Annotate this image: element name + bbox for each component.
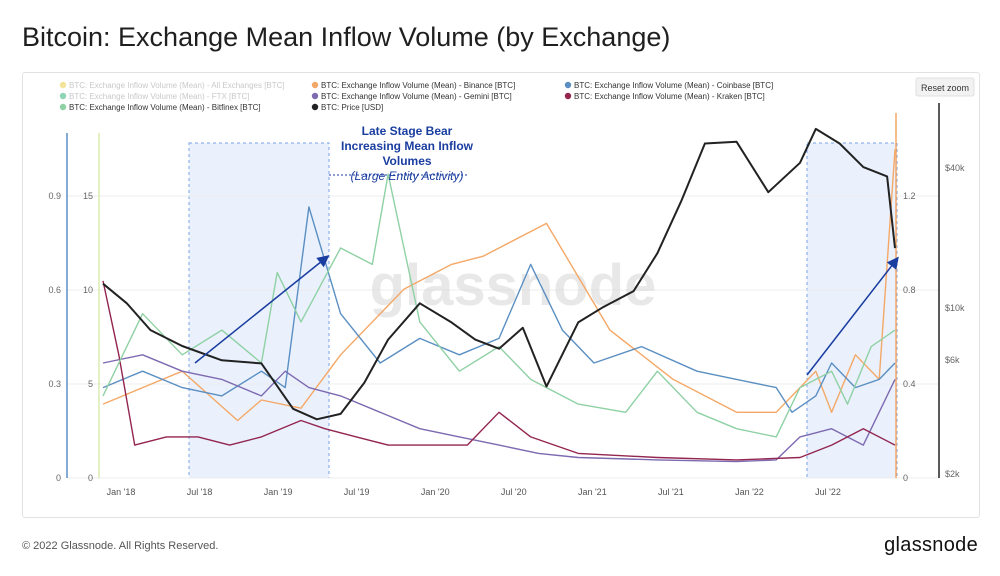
y-tick-label: 5 bbox=[88, 379, 93, 389]
x-tick-label: Jan '21 bbox=[578, 487, 607, 497]
x-tick-label: Jan '19 bbox=[264, 487, 293, 497]
y-tick-label: 0.8 bbox=[903, 285, 916, 295]
series-line bbox=[102, 354, 896, 463]
y-tick-label: 0 bbox=[903, 473, 908, 483]
legend-item[interactable]: BTC: Exchange Inflow Volume (Mean) - All… bbox=[59, 81, 285, 90]
x-tick-label: Jan '18 bbox=[107, 487, 136, 497]
legend-label: BTC: Exchange Inflow Volume (Mean) - Coi… bbox=[574, 81, 773, 90]
legend-swatch bbox=[564, 81, 572, 89]
legend-swatch bbox=[59, 81, 67, 89]
legend-item[interactable]: BTC: Exchange Inflow Volume (Mean) - Bin… bbox=[311, 81, 516, 90]
y-tick-label: 0.9 bbox=[48, 191, 61, 201]
legend-swatch bbox=[564, 92, 572, 100]
chart-svg: glassnode Jan '18 Jul '18 Jan '19 Jul '19 Ja… bbox=[48, 77, 975, 497]
price-tick-label: $6k bbox=[945, 355, 960, 365]
legend-label: BTC: Exchange Inflow Volume (Mean) - Bin… bbox=[321, 81, 515, 90]
x-tick-label: Jul '18 bbox=[187, 487, 213, 497]
legend-label: BTC: Exchange Inflow Volume (Mean) - Gem… bbox=[321, 92, 512, 101]
legend-label: BTC: Exchange Inflow Volume (Mean) - Kra… bbox=[574, 92, 765, 101]
x-tick-label: Jul '20 bbox=[501, 487, 527, 497]
y-tick-label: 0 bbox=[56, 473, 61, 483]
legend: BTC: Exchange Inflow Volume (Mean) - All… bbox=[59, 81, 773, 112]
annotation-line-3: Volumes bbox=[382, 154, 431, 168]
legend-label: BTC: Exchange Inflow Volume (Mean) - All… bbox=[69, 81, 285, 90]
reset-zoom-label: Reset zoom bbox=[921, 83, 969, 93]
legend-swatch bbox=[59, 103, 67, 111]
legend-item[interactable]: BTC: Exchange Inflow Volume (Mean) - Kra… bbox=[564, 92, 765, 101]
legend-item[interactable]: BTC: Price [USD] bbox=[311, 103, 383, 112]
y-tick-label: 0.6 bbox=[48, 285, 61, 295]
legend-item[interactable]: BTC: Exchange Inflow Volume (Mean) - Gem… bbox=[311, 92, 512, 101]
legend-swatch bbox=[311, 92, 319, 100]
y-tick-label: 15 bbox=[83, 191, 93, 201]
legend-swatch bbox=[59, 92, 67, 100]
x-tick-label: Jul '19 bbox=[344, 487, 370, 497]
x-tick-label: Jul '21 bbox=[658, 487, 684, 497]
copyright-text: © 2022 Glassnode. All Rights Reserved. bbox=[22, 540, 219, 552]
annotation-line-1: Late Stage Bear bbox=[362, 124, 453, 138]
highlight-region-2018 bbox=[188, 142, 330, 479]
series-line bbox=[102, 280, 896, 461]
legend-label: BTC: Price [USD] bbox=[321, 103, 383, 112]
legend-item[interactable]: BTC: Exchange Inflow Volume (Mean) - Bit… bbox=[59, 103, 261, 112]
x-tick-label: Jul '22 bbox=[815, 487, 841, 497]
tick-labels: Jan '18 Jul '18 Jan '19 Jul '19 Jan '20 Jul '… bbox=[48, 163, 965, 497]
annotation-line-2: Increasing Mean Inflow bbox=[341, 139, 474, 153]
legend-swatch bbox=[311, 103, 319, 111]
series-lines bbox=[102, 127, 896, 463]
y-tick-label: 0.3 bbox=[48, 379, 61, 389]
legend-label: BTC: Exchange Inflow Volume (Mean) - Bit… bbox=[69, 103, 261, 112]
annotation-line-4: (Large Entity Activity) bbox=[351, 169, 464, 183]
y-tick-label: 1.2 bbox=[903, 191, 916, 201]
trend-arrow-2018 bbox=[194, 255, 330, 364]
price-tick-label: $2k bbox=[945, 469, 960, 479]
legend-item[interactable]: BTC: Exchange Inflow Volume (Mean) - Coi… bbox=[564, 81, 773, 90]
reset-zoom-button[interactable]: Reset zoom bbox=[915, 77, 975, 97]
gridlines bbox=[67, 195, 939, 479]
legend-label: BTC: Exchange Inflow Volume (Mean) - FTX… bbox=[69, 92, 250, 101]
brand-logo: glassnode bbox=[884, 534, 978, 556]
page-title: Bitcoin: Exchange Mean Inflow Volume (by… bbox=[22, 22, 671, 52]
legend-item[interactable]: BTC: Exchange Inflow Volume (Mean) - FTX… bbox=[59, 92, 250, 101]
price-tick-label: $40k bbox=[945, 163, 965, 173]
y-tick-label: 10 bbox=[83, 285, 93, 295]
x-tick-label: Jan '20 bbox=[421, 487, 450, 497]
y-tick-label: 0 bbox=[88, 473, 93, 483]
highlight-region-2022 bbox=[806, 142, 898, 479]
legend-swatch bbox=[311, 81, 319, 89]
chart-card: glassnode Jan '18 Jul '18 Jan '19 Jul '19 Ja… bbox=[22, 72, 980, 518]
x-tick-label: Jan '22 bbox=[735, 487, 764, 497]
series-line bbox=[102, 127, 896, 421]
series-line bbox=[102, 206, 896, 413]
y-tick-label: 0.4 bbox=[903, 379, 916, 389]
price-tick-label: $10k bbox=[945, 303, 965, 313]
trend-arrow-2022 bbox=[806, 256, 899, 376]
series-line bbox=[102, 149, 896, 422]
